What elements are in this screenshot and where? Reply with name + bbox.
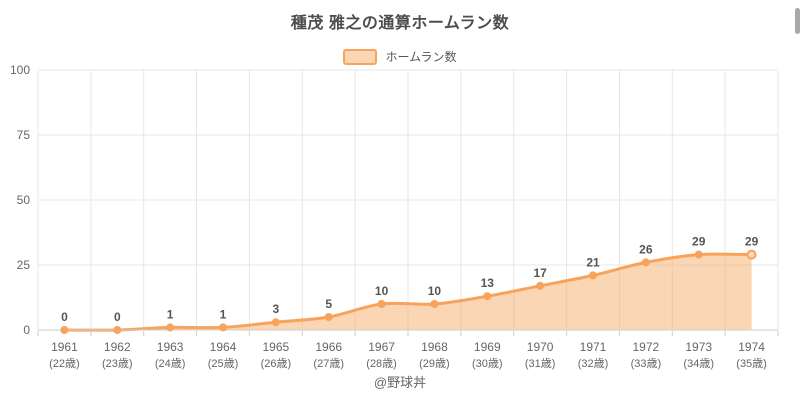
data-point-marker[interactable] bbox=[271, 318, 280, 327]
data-point-label: 3 bbox=[273, 302, 280, 316]
data-point-label: 1 bbox=[167, 307, 174, 321]
x-axis-label-year: 1965 bbox=[263, 340, 290, 354]
data-point-marker[interactable] bbox=[219, 323, 227, 332]
x-axis-label-year: 1966 bbox=[315, 340, 342, 354]
data-point-label: 26 bbox=[639, 242, 653, 256]
data-point-marker[interactable] bbox=[324, 313, 333, 321]
x-axis-label-year: 1964 bbox=[210, 340, 237, 354]
y-axis-label: 75 bbox=[17, 128, 31, 142]
data-point-label: 1 bbox=[220, 307, 227, 321]
data-point-label: 10 bbox=[375, 284, 389, 298]
data-point-label: 10 bbox=[428, 284, 442, 298]
data-point-marker[interactable] bbox=[430, 300, 439, 308]
x-axis-label-age: (30歳) bbox=[472, 357, 503, 370]
data-point-marker[interactable] bbox=[113, 326, 122, 334]
data-point-label: 29 bbox=[692, 235, 706, 249]
x-axis-label-year: 1973 bbox=[685, 340, 712, 354]
data-point-label: 0 bbox=[114, 310, 121, 324]
series-line bbox=[62, 252, 754, 332]
x-axis-label-age: (26歳) bbox=[261, 357, 292, 370]
data-point-marker[interactable] bbox=[60, 326, 69, 334]
data-point-marker[interactable] bbox=[166, 323, 175, 332]
x-axis-label-age: (22歳) bbox=[49, 357, 80, 370]
x-axis-label-year: 1969 bbox=[474, 340, 501, 354]
y-axis-label: 25 bbox=[17, 258, 31, 272]
data-point-label: 5 bbox=[325, 297, 332, 311]
chart-title: 種茂 雅之の通算ホームラン数 bbox=[290, 15, 510, 32]
legend: ホームラン数 bbox=[0, 48, 800, 65]
legend-symbol-area-icon bbox=[343, 48, 378, 65]
data-point-label: 13 bbox=[481, 276, 495, 290]
data-point-marker[interactable] bbox=[694, 250, 703, 259]
data-point-marker[interactable] bbox=[746, 249, 757, 260]
y-axis-label: 100 bbox=[10, 63, 30, 77]
legend-item-homeruns[interactable]: ホームラン数 bbox=[343, 48, 457, 65]
data-point-marker[interactable] bbox=[641, 258, 650, 267]
data-point-label: 21 bbox=[586, 255, 600, 269]
x-axis-label-year: 1971 bbox=[580, 340, 607, 354]
credit-text: @野球丼 bbox=[373, 375, 427, 390]
x-axis-label-age: (34歳) bbox=[683, 357, 714, 370]
x-axis-label-year: 1967 bbox=[368, 340, 395, 354]
x-axis-label-age: (23歳) bbox=[102, 357, 133, 370]
data-point-label: 29 bbox=[745, 235, 759, 249]
x-axis-label-year: 1974 bbox=[738, 340, 765, 354]
x-axis-label-year: 1968 bbox=[421, 340, 448, 354]
x-axis-label-year: 1972 bbox=[633, 340, 660, 354]
x-axis-label-age: (28歳) bbox=[366, 357, 397, 370]
x-axis-label-year: 1961 bbox=[51, 340, 78, 354]
x-axis-label-age: (25歳) bbox=[208, 357, 239, 370]
y-axis-label: 50 bbox=[17, 193, 31, 207]
legend-label: ホームラン数 bbox=[385, 50, 457, 64]
x-axis-label-age: (32歳) bbox=[578, 357, 609, 370]
data-point-label: 0 bbox=[61, 310, 68, 324]
x-axis-label-year: 1970 bbox=[527, 340, 554, 354]
data-point-marker[interactable] bbox=[536, 281, 545, 290]
data-point-marker[interactable] bbox=[589, 271, 597, 280]
x-axis-label-age: (35歳) bbox=[736, 357, 767, 370]
x-axis-label-age: (33歳) bbox=[631, 357, 662, 370]
x-axis-label-age: (31歳) bbox=[525, 357, 556, 370]
y-axis-label: 0 bbox=[23, 323, 30, 337]
x-axis-label-year: 1962 bbox=[104, 340, 131, 354]
data-point-marker[interactable] bbox=[377, 300, 386, 308]
data-point-marker[interactable] bbox=[483, 292, 492, 301]
x-axis-label-age: (24歳) bbox=[155, 357, 186, 370]
data-point-label: 17 bbox=[533, 266, 547, 280]
x-axis-label-age: (29歳) bbox=[419, 357, 450, 370]
x-axis-label-age: (27歳) bbox=[313, 357, 344, 370]
x-axis-label-year: 1963 bbox=[157, 340, 184, 354]
scrollbar-thumb[interactable] bbox=[795, 8, 800, 34]
series-area-fill bbox=[64, 254, 752, 331]
